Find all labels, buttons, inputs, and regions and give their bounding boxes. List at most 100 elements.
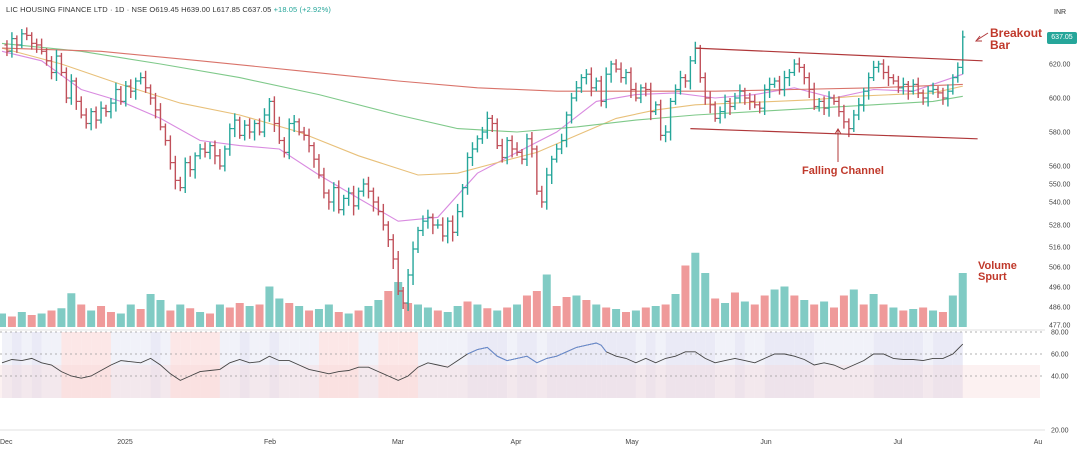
price-tick-label: 600.00 [1049,96,1071,103]
rsi-band [51,332,62,398]
channel-lower-line [690,128,978,140]
volume-bar [463,301,472,327]
rsi-band [903,332,914,398]
rsi-band [764,332,775,398]
rsi-band [725,332,735,398]
volume-bar [97,306,106,327]
rsi-band [576,332,587,398]
volume-bar [532,291,541,327]
rsi-band [933,332,943,398]
rsi-band [665,332,676,398]
volume-bar [780,286,789,327]
price-tick-label: 620.00 [1049,62,1071,69]
volume-bar [562,297,571,327]
rsi-band [645,332,656,398]
rsi-band [338,332,349,398]
rsi-band [130,332,141,398]
volume-bar [859,304,868,327]
rsi-band [715,332,726,398]
volume-bar [641,307,650,327]
volume-bar [344,313,353,327]
volume-bar [146,294,155,327]
rsi-band [358,332,369,398]
rsi-band [210,332,220,398]
rsi-band [517,332,527,398]
volume-bar [384,291,393,327]
volume-bar [443,312,452,327]
price-tick-label: 540.00 [1049,200,1071,207]
rsi-band [427,332,438,398]
volume-bar [503,307,512,327]
breakout-line2: Bar [990,38,1011,52]
volume-bar [354,310,363,327]
price-tick-label: 477.00 [1049,323,1071,330]
volume-bar [166,310,175,327]
rsi-band [774,332,785,398]
symbol-label: LIC HOUSING FINANCE LTD · 1D · NSE [6,5,148,14]
rsi-band [507,332,518,398]
rsi-band [497,332,508,398]
volume-bar [196,312,205,327]
volume-bar [265,286,274,327]
price-tick-label: 516.00 [1049,245,1071,252]
rsi-band [487,332,498,398]
rsi-band [120,332,131,398]
last-price-tag: 637.05 [1047,32,1077,44]
volume-bar [810,304,819,327]
volume-bar [126,304,135,327]
rsi-overbought-segment [467,342,607,364]
volume-spurt-line2: Spurt [978,271,1007,283]
volume-bar [711,298,720,327]
volume-bar [671,294,680,327]
channel-arrow-head [834,128,842,135]
time-axis-label: Mar [392,439,405,446]
volume-bar [721,303,730,327]
chart-header: LIC HOUSING FINANCE LTD · 1D · NSE O619.… [6,5,331,14]
volume-bar [285,303,294,327]
rsi-band [110,332,121,398]
time-axis-label: Feb [264,439,276,446]
volume-bar [760,295,769,327]
rsi-band [655,332,666,398]
volume-bar [186,308,195,327]
volume-bar [453,306,462,327]
volume-bar [67,293,76,327]
volume-bar [651,306,660,327]
volume-bar [800,300,809,327]
volume-bar [176,304,185,327]
volume-bar [552,306,561,327]
rsi-band [190,332,201,398]
volume-bar [255,304,264,327]
volume-bar [493,310,502,327]
price-tick-label: 496.00 [1049,285,1071,292]
rsi-band [81,332,92,398]
volume-bar [483,308,492,327]
rsi-band [150,332,161,398]
price-tick-label: 550.00 [1049,182,1071,189]
rsi-band [695,332,706,398]
rsi-tick-label: 80.00 [1051,330,1069,337]
rsi-band [41,332,52,398]
volume-bar [374,300,383,327]
channel-upper-line [695,47,983,62]
price-tick-label: 560.00 [1049,164,1071,171]
volume-bar [770,289,779,327]
rsi-band [11,332,22,398]
rsi-band [566,332,577,398]
breakout-line1: Breakout [990,26,1043,40]
volume-bar [909,309,918,327]
rsi-band [843,332,854,398]
price-tick-label: 580.00 [1049,130,1071,137]
rsi-band [408,332,418,398]
rsi-band [309,332,319,398]
volume-bar [919,307,928,327]
volume-bar [27,315,36,327]
volume-bar [513,304,522,327]
volume-bar [730,292,739,327]
rsi-band [794,332,805,398]
volume-bar [17,312,26,327]
rsi-band [873,332,884,398]
rsi-band [348,332,359,398]
rsi-band [734,332,745,398]
